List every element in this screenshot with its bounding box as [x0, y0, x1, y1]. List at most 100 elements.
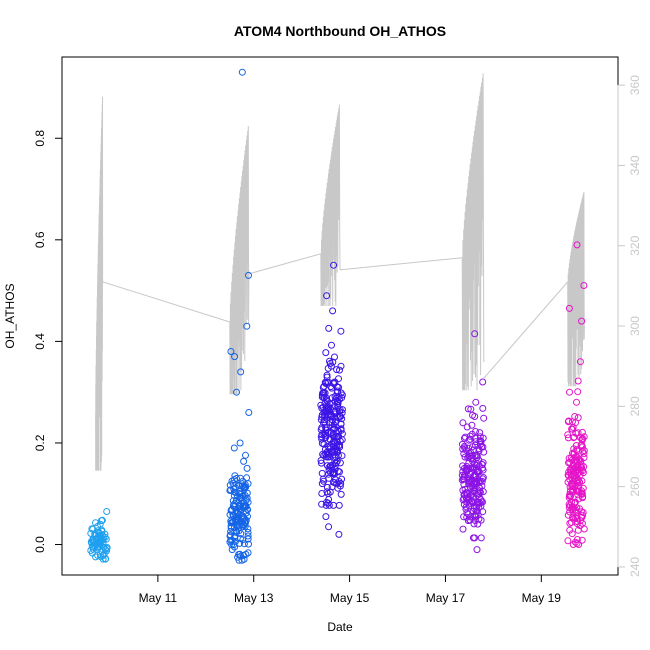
data-point: [461, 471, 469, 479]
data-point: [330, 261, 338, 269]
data-point: [231, 500, 239, 508]
data-point: [460, 464, 468, 472]
y-axis-label: OH_ATHOS: [3, 283, 17, 348]
secondary-line-connector: [248, 253, 321, 275]
secondary-line-connector: [483, 281, 569, 379]
data-point: [333, 480, 341, 488]
data-point: [574, 429, 582, 437]
data-point: [322, 513, 330, 521]
data-point: [92, 519, 99, 527]
data-point: [318, 469, 326, 477]
data-point: [243, 464, 251, 472]
data-point: [329, 307, 337, 315]
data-point: [465, 449, 473, 457]
data-point: [576, 517, 584, 525]
x-tick-label: May 13: [234, 591, 274, 605]
data-point: [230, 485, 238, 493]
data-point: [477, 437, 485, 445]
data-point: [571, 498, 579, 506]
x-tick-label: May 17: [426, 591, 466, 605]
y2-tick-label: 300: [628, 316, 642, 336]
data-point: [575, 541, 583, 548]
data-point: [238, 68, 246, 76]
data-point: [329, 425, 337, 433]
data-point: [459, 475, 467, 483]
x-tick-label: May 11: [139, 591, 178, 605]
chart-title: ATOM4 Northbound OH_ATHOS: [234, 23, 446, 39]
data-point: [329, 358, 337, 366]
data-point: [323, 292, 331, 300]
data-point: [472, 398, 480, 406]
data-point: [233, 522, 241, 530]
data-point: [571, 464, 579, 472]
data-point: [236, 439, 244, 447]
data-point: [570, 515, 578, 523]
data-point: [320, 394, 328, 402]
data-point: [571, 413, 579, 420]
data-point: [578, 428, 586, 436]
data-point: [463, 513, 471, 521]
data-point: [94, 527, 102, 535]
data-point: [226, 532, 234, 540]
data-point: [337, 413, 345, 420]
data-point: [571, 513, 579, 521]
data-point: [327, 462, 335, 470]
data-point: [326, 436, 334, 444]
data-point: [565, 417, 573, 425]
data-point: [567, 468, 575, 476]
data-point: [331, 456, 339, 464]
data-point: [471, 512, 479, 520]
data-point: [228, 546, 236, 554]
y-axis: 0.0 0.2 0.4 0.6 0.8: [33, 130, 63, 553]
data-point: [338, 452, 346, 460]
data-point: [240, 515, 248, 523]
y-tick-label: 0.0: [33, 536, 47, 553]
data-point: [317, 416, 325, 424]
data-point: [577, 508, 585, 516]
data-point: [569, 514, 576, 521]
data-point: [569, 423, 577, 431]
data-point: [573, 241, 581, 249]
data-point: [320, 389, 328, 397]
data-point: [240, 457, 248, 465]
data-point: [329, 429, 337, 437]
data-point: [321, 378, 329, 386]
data-point: [335, 396, 343, 404]
data-point: [233, 388, 240, 396]
data-point: [103, 508, 111, 515]
data-point: [579, 443, 586, 451]
data-point: [573, 508, 580, 516]
data-point: [228, 536, 236, 544]
data-point: [328, 394, 336, 402]
data-point: [244, 532, 252, 540]
data-point: [326, 488, 334, 496]
data-point: [467, 448, 475, 456]
data-point: [328, 440, 336, 448]
data-point: [471, 484, 479, 492]
data-point: [242, 451, 249, 459]
data-point: [578, 317, 586, 325]
data-point: [578, 436, 586, 444]
data-point: [317, 401, 325, 409]
x-tick-label: May 19: [522, 591, 562, 605]
data-point: [577, 441, 585, 449]
data-point: [322, 501, 330, 509]
data-point: [566, 388, 573, 396]
data-point: [565, 459, 572, 467]
data-point: [477, 534, 485, 542]
data-point: [318, 500, 326, 508]
x-axis-label: Date: [327, 620, 353, 634]
data-point: [474, 520, 482, 528]
data-point: [576, 465, 584, 473]
data-point: [580, 282, 588, 289]
data-point: [476, 499, 484, 507]
data-point: [459, 419, 467, 427]
y2-axis: 240 260 280 300 320 340 360: [617, 75, 642, 577]
data-point: [334, 447, 341, 455]
data-point: [476, 487, 483, 495]
y-tick-label: 0.4: [33, 333, 47, 350]
data-point: [230, 444, 238, 452]
data-point: [580, 447, 588, 455]
data-point: [242, 503, 250, 510]
data-point: [318, 480, 326, 488]
